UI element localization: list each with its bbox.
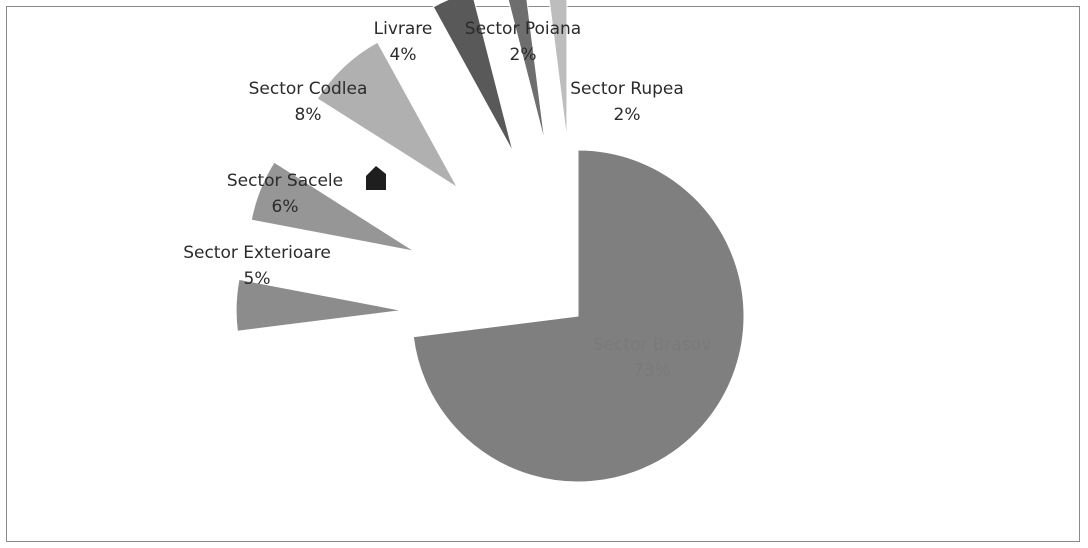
- pie-slice-sector-poiana: [507, 0, 546, 144]
- slice-pct-sector-poiana: 2%: [510, 45, 537, 65]
- slice-pct-sector-brasov: 73%: [633, 361, 671, 381]
- pie-slice-sector-exterioare: [235, 278, 403, 332]
- slice-label-sector-rupea: Sector Rupea: [570, 79, 684, 99]
- pie-slice-sector-codlea: [316, 41, 458, 189]
- slice-pct-sector-sacele: 6%: [272, 197, 299, 217]
- slice-pct-sector-rupea: 2%: [614, 105, 641, 125]
- label-marker: [366, 166, 386, 190]
- slice-label-sector-sacele: Sector Sacele: [227, 171, 343, 191]
- slice-label-livrare: Livrare: [374, 19, 433, 39]
- pie-slice-sector-brasov: [412, 149, 745, 483]
- slice-label-sector-exterioare: Sector Exterioare: [183, 243, 331, 263]
- slice-label-sector-codlea: Sector Codlea: [249, 79, 368, 99]
- slice-pct-sector-codlea: 8%: [295, 105, 322, 125]
- pie-slice-sector-rupea: [548, 0, 568, 141]
- slice-pct-livrare: 4%: [390, 45, 417, 65]
- slice-pct-sector-exterioare: 5%: [244, 269, 271, 289]
- slice-label-sector-brasov: Sector Brasov: [593, 335, 711, 355]
- pie-slice-livrare: [432, 0, 514, 153]
- slice-label-sector-poiana: Sector Poiana: [465, 19, 581, 39]
- pie-slice-sector-sacele: [250, 161, 415, 252]
